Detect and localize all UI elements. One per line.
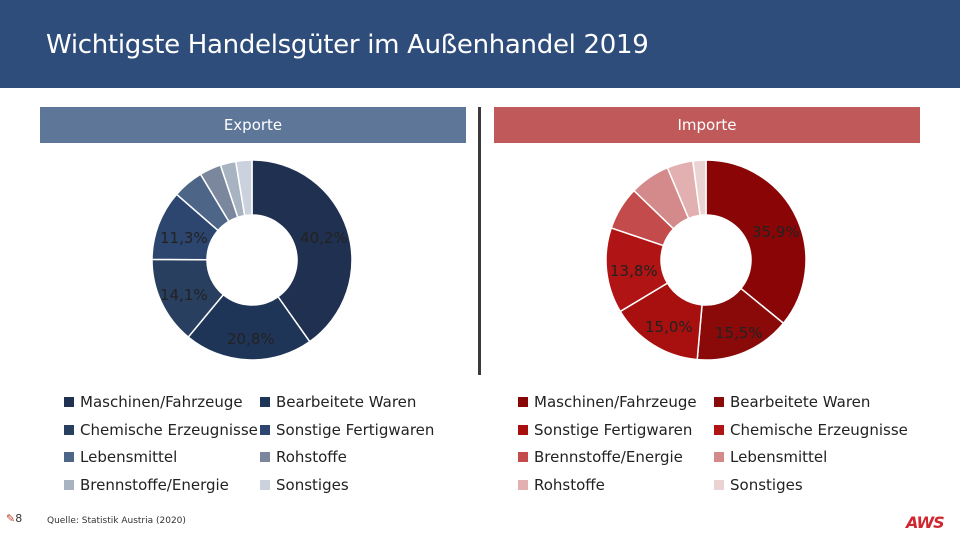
legend-label: Brennstoffe/Energie	[80, 475, 229, 494]
imports-legend-item: Bearbeitete Waren	[714, 393, 870, 411]
legend-swatch	[518, 397, 528, 407]
legend-label: Sonstige Fertigwaren	[534, 420, 693, 439]
legend-swatch	[64, 452, 74, 462]
legend-swatch	[260, 479, 270, 490]
legend-label: Rohstoffe	[534, 475, 605, 494]
exports-legend-item: Lebensmittel	[64, 448, 177, 466]
source-note: Quelle: Statistik Austria (2020)	[47, 516, 186, 526]
exports-slice-1	[251, 159, 353, 343]
exports-header: Exporte	[40, 107, 466, 143]
imports-slice-8	[692, 159, 707, 217]
exports-label-sonstige-fertigwaren: 11,3%	[160, 229, 208, 247]
exports-legend-item: Bearbeitete Waren	[260, 393, 416, 411]
legend-label: Brennstoffe/Energie	[534, 448, 683, 466]
exports-legend-item: Chemische Erzeugnisse	[64, 421, 258, 439]
legend-swatch	[64, 397, 74, 407]
center-divider	[478, 107, 481, 375]
imports-legend-item: Brennstoffe/Energie	[518, 448, 683, 466]
legend-swatch	[714, 397, 724, 407]
exports-donut-chart	[151, 159, 353, 361]
legend-swatch	[518, 424, 528, 435]
exports-legend-item: Sonstige Fertigwaren	[260, 421, 434, 439]
exports-label-chemische: 14,1%	[160, 286, 208, 304]
legend-label: Sonstige Fertigwaren	[276, 420, 435, 439]
legend-label: Lebensmittel	[730, 448, 828, 466]
imports-label-chemische: 13,8%	[610, 262, 658, 280]
legend-label: Lebensmittel	[80, 448, 178, 466]
exports-legend-item: Rohstoffe	[260, 448, 347, 466]
legend-label: Maschinen/Fahrzeuge	[80, 393, 243, 411]
imports-legend-item: Lebensmittel	[714, 448, 827, 466]
legend-label: Maschinen/Fahrzeuge	[534, 393, 697, 411]
legend-swatch	[518, 479, 528, 490]
legend-swatch	[714, 452, 724, 462]
legend-label: Sonstiges	[730, 475, 803, 494]
imports-legend-item: Chemische Erzeugnisse	[714, 421, 908, 439]
imports-donut-chart	[605, 159, 807, 361]
legend-swatch	[260, 424, 270, 435]
legend-swatch	[64, 424, 74, 435]
legend-swatch	[518, 452, 528, 462]
legend-label: Sonstiges	[276, 475, 349, 494]
imports-header: Importe	[494, 107, 920, 143]
legend-swatch	[260, 397, 270, 407]
page-number-text: 8	[15, 512, 23, 525]
exports-legend-item: Maschinen/Fahrzeuge	[64, 393, 243, 411]
imports-legend-item: Sonstige Fertigwaren	[518, 421, 692, 439]
imports-legend-item: Maschinen/Fahrzeuge	[518, 393, 697, 411]
exports-legend-item: Brennstoffe/Energie	[64, 476, 229, 494]
legend-label: Rohstoffe	[276, 448, 347, 466]
legend-swatch	[714, 424, 724, 435]
legend-label: Bearbeitete Waren	[730, 393, 871, 411]
legend-swatch	[64, 479, 74, 490]
page-number: ✎8	[6, 512, 22, 525]
exports-label-maschinen: 40,2%	[300, 229, 348, 247]
legend-swatch	[260, 452, 270, 462]
imports-slice-1	[705, 159, 807, 325]
pencil-icon: ✎	[6, 512, 16, 525]
exports-slice-2	[187, 293, 311, 361]
imports-legend-item: Sonstiges	[714, 476, 803, 494]
legend-label: Chemische Erzeugnisse	[730, 420, 908, 439]
exports-slice-8	[234, 159, 253, 217]
title-bar: Wichtigste Handelsgüter im Außenhandel 2…	[0, 0, 960, 88]
exports-legend-item: Sonstiges	[260, 476, 349, 494]
page-title: Wichtigste Handelsgüter im Außenhandel 2…	[46, 30, 649, 60]
imports-label-maschinen: 35,9%	[752, 223, 800, 241]
imports-label-sonstige-fertigwaren: 15,0%	[645, 318, 693, 336]
legend-label: Chemische Erzeugnisse	[80, 420, 258, 439]
imports-legend-item: Rohstoffe	[518, 476, 605, 494]
legend-label: Bearbeitete Waren	[276, 393, 417, 411]
exports-label-bearbeitete: 20,8%	[227, 330, 275, 348]
legend-swatch	[714, 479, 724, 490]
imports-label-bearbeitete: 15,5%	[715, 324, 763, 342]
aws-logo: AWS	[906, 513, 945, 532]
